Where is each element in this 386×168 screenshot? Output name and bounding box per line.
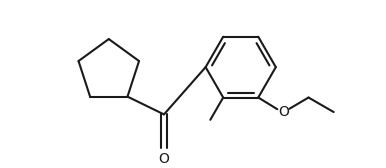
Text: O: O xyxy=(159,152,169,166)
Text: O: O xyxy=(278,105,289,119)
